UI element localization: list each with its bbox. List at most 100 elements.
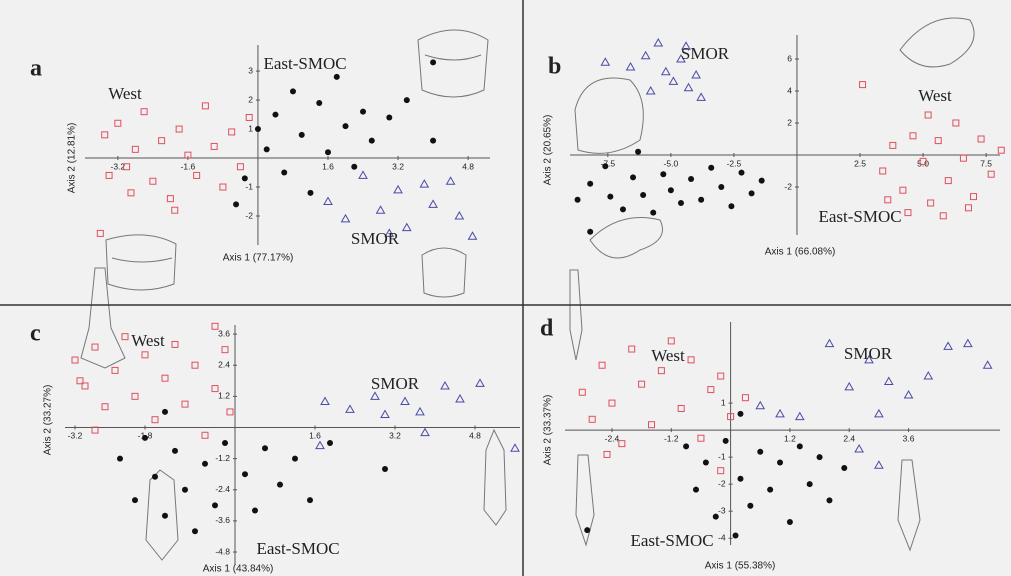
point — [713, 514, 719, 520]
point — [192, 528, 198, 534]
group-label: SMOR — [681, 44, 730, 63]
point — [602, 163, 608, 169]
group-label: SMOR — [844, 344, 893, 363]
point — [281, 170, 287, 176]
point — [307, 497, 313, 503]
point — [841, 465, 847, 471]
x-tick-label: 1.6 — [322, 161, 334, 171]
point — [252, 508, 258, 514]
x-tick-label: 7.5 — [980, 158, 992, 168]
point — [386, 114, 392, 120]
group-label: West — [918, 86, 952, 105]
point — [404, 97, 410, 103]
y-tick-label: 6 — [787, 53, 792, 63]
group-label: East-SMOC — [818, 207, 901, 226]
y-tick-label: 3 — [248, 65, 253, 75]
x-tick-label: 5.0 — [917, 158, 929, 168]
y-tick-label: -4.8 — [215, 546, 230, 556]
y-axis-title: Axis 2 (20.65%) — [543, 115, 554, 186]
point — [334, 74, 340, 80]
point — [587, 181, 593, 187]
x-tick-label: 1.6 — [309, 431, 321, 441]
group-label: West — [108, 84, 142, 103]
point — [360, 109, 366, 115]
panel-letter: b — [548, 54, 561, 80]
panel-letter: a — [30, 56, 42, 82]
y-tick-label: 2 — [787, 117, 792, 127]
point — [787, 519, 793, 525]
point — [290, 88, 296, 94]
x-tick-label: 3.2 — [389, 431, 401, 441]
group-label: East-SMOC — [263, 54, 346, 73]
point — [172, 448, 178, 454]
y-tick-label: -2.4 — [215, 484, 230, 494]
group-label: West — [651, 346, 685, 365]
x-axis-title: Axis 1 (66.08%) — [765, 247, 836, 258]
y-tick-label: 4 — [787, 85, 792, 95]
point — [620, 206, 626, 212]
point — [182, 487, 188, 493]
point — [255, 126, 261, 132]
point — [152, 474, 158, 480]
x-tick-label: 3.2 — [392, 161, 404, 171]
point — [292, 456, 298, 462]
y-tick-label: 2 — [248, 94, 253, 104]
point — [749, 190, 755, 196]
point — [698, 197, 704, 203]
point — [688, 176, 694, 182]
x-axis-title: Axis 1 (55.38%) — [705, 561, 776, 572]
group-label: East-SMOC — [256, 539, 339, 558]
y-tick-label: -2 — [245, 210, 253, 220]
x-tick-label: 2.5 — [854, 158, 866, 168]
point — [382, 466, 388, 472]
y-tick-label: 2.4 — [218, 359, 230, 369]
y-tick-label: -4 — [718, 532, 726, 542]
point — [277, 482, 283, 488]
y-axis-title: Axis 2 (12.81%) — [67, 123, 78, 194]
point — [212, 502, 218, 508]
point — [807, 481, 813, 487]
point — [242, 175, 248, 181]
y-tick-label: -1.2 — [215, 453, 230, 463]
point — [777, 460, 783, 466]
point — [738, 170, 744, 176]
point — [683, 443, 689, 449]
point — [587, 229, 593, 235]
y-tick-label: -3 — [718, 505, 726, 515]
point — [233, 201, 239, 207]
x-axis-title: Axis 1 (43.84%) — [203, 564, 274, 575]
y-tick-label: -2 — [784, 181, 792, 191]
point — [640, 192, 646, 198]
point — [351, 164, 357, 170]
point — [747, 503, 753, 509]
x-tick-label: 4.8 — [469, 431, 481, 441]
point — [767, 487, 773, 493]
panel-letter: d — [540, 316, 554, 342]
point — [369, 138, 375, 144]
y-tick-label: 1 — [721, 397, 726, 407]
point — [797, 443, 803, 449]
point — [316, 100, 322, 106]
y-tick-label: -3.6 — [215, 515, 230, 525]
y-tick-label: -1 — [245, 181, 253, 191]
group-label: SMOR — [371, 374, 420, 393]
point — [817, 454, 823, 460]
point — [272, 112, 278, 118]
point — [826, 497, 832, 503]
point — [737, 411, 743, 417]
point — [737, 476, 743, 482]
point — [575, 197, 581, 203]
y-tick-label: 1.2 — [218, 391, 230, 401]
panel-letter: c — [30, 321, 41, 347]
point — [430, 59, 436, 65]
point — [607, 194, 613, 200]
point — [759, 178, 765, 184]
point — [693, 487, 699, 493]
y-axis-title: Axis 2 (33.37%) — [543, 395, 554, 466]
point — [703, 460, 709, 466]
point — [343, 123, 349, 129]
point — [430, 138, 436, 144]
point — [678, 200, 684, 206]
point — [222, 440, 228, 446]
point — [117, 456, 123, 462]
